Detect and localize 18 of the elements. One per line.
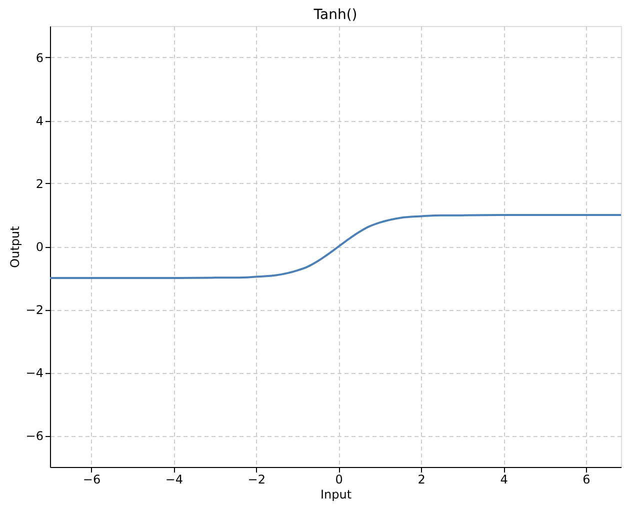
y-tick-label: −6 bbox=[26, 429, 44, 443]
y-tick-label: 6 bbox=[36, 51, 44, 65]
x-tick-label: −6 bbox=[82, 472, 101, 486]
y-tick-label: −2 bbox=[26, 303, 44, 317]
x-tick-label: −2 bbox=[248, 472, 266, 486]
x-tick-label: −4 bbox=[165, 472, 184, 486]
x-tick-label: 2 bbox=[418, 472, 426, 486]
line-series bbox=[49, 214, 622, 279]
y-tick-label: 2 bbox=[36, 177, 44, 191]
chart-title: Tanh() bbox=[312, 7, 358, 23]
x-tick-label: 4 bbox=[500, 472, 508, 486]
y-tick-label: 0 bbox=[36, 240, 44, 254]
x-tick-label: 6 bbox=[582, 472, 590, 486]
y-tick-label: −4 bbox=[26, 366, 44, 380]
x-tick-label: 0 bbox=[335, 472, 343, 486]
y-axis-title: Output bbox=[8, 226, 22, 268]
y-tick-label: 4 bbox=[36, 114, 44, 128]
x-axis-title: Input bbox=[320, 488, 352, 502]
